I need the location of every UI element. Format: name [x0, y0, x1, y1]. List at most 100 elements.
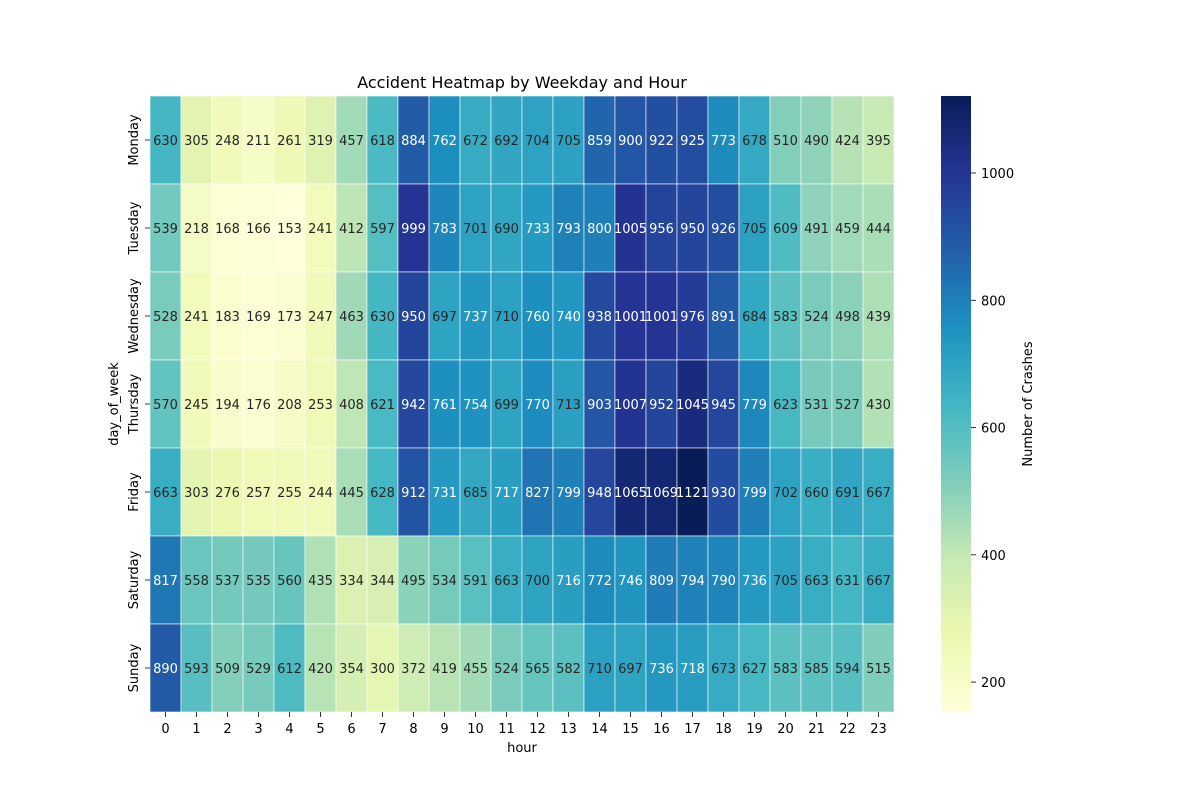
- cell-value-label: 673: [711, 662, 736, 677]
- heatmap-cell: [707, 271, 740, 361]
- cell-value-label: 420: [308, 662, 333, 677]
- cell-value-label: 799: [556, 486, 581, 501]
- cell-value-label: 344: [370, 574, 395, 589]
- heatmap-cell: [521, 271, 554, 361]
- cell-value-label: 667: [866, 486, 891, 501]
- colorbar: [941, 96, 971, 712]
- cell-value-label: 926: [711, 222, 736, 237]
- cell-value-label: 490: [804, 134, 829, 149]
- heatmap-cell: [862, 447, 895, 537]
- heatmap-cell: [800, 183, 833, 273]
- cell-value-label: 528: [153, 310, 178, 325]
- cell-value-label: 509: [215, 662, 240, 677]
- heatmap-cell: [304, 95, 337, 185]
- heatmap-cell: [738, 359, 771, 449]
- heatmap-cell: [583, 447, 616, 537]
- heatmap-cells: [149, 95, 895, 713]
- cell-value-label: 594: [835, 662, 860, 677]
- heatmap-cell: [149, 447, 182, 537]
- heatmap-cell: [273, 271, 306, 361]
- cell-value-label: 582: [556, 662, 581, 677]
- cell-value-label: 952: [649, 398, 674, 413]
- cell-value-label: 950: [680, 222, 705, 237]
- heatmap-cell: [800, 271, 833, 361]
- cell-value-label: 663: [153, 486, 178, 501]
- x-tick-label: 10: [467, 722, 484, 737]
- x-tick-label: 19: [746, 722, 763, 737]
- cell-value-label: 678: [742, 134, 767, 149]
- cell-value-label: 702: [773, 486, 798, 501]
- cell-value-label: 710: [587, 662, 612, 677]
- heatmap-cell: [335, 447, 368, 537]
- heatmap-cell: [800, 359, 833, 449]
- heatmap-cell: [180, 271, 213, 361]
- cell-value-label: 783: [432, 222, 457, 237]
- heatmap-cell: [862, 535, 895, 625]
- cell-value-label: 630: [370, 310, 395, 325]
- y-tick-label: Saturday: [127, 550, 142, 609]
- cell-value-label: 463: [339, 310, 364, 325]
- heatmap-cell: [180, 623, 213, 713]
- heatmap-cell: [428, 95, 461, 185]
- cell-value-label: 627: [742, 662, 767, 677]
- cell-value-label: 166: [246, 222, 271, 237]
- heatmap-cell: [614, 359, 647, 449]
- heatmap-cell: [335, 271, 368, 361]
- heatmap-cell: [149, 183, 182, 273]
- heatmap-cell: [490, 535, 523, 625]
- cell-value-label: 663: [804, 574, 829, 589]
- heatmap-cell: [800, 535, 833, 625]
- heatmap-cell: [366, 95, 399, 185]
- cell-value-label: 245: [184, 398, 209, 413]
- cell-value-label: 663: [494, 574, 519, 589]
- cell-value-label: 630: [153, 134, 178, 149]
- heatmap-cell: [738, 623, 771, 713]
- cell-value-label: 459: [835, 222, 860, 237]
- colorbar-tick-label: 600: [981, 422, 1006, 437]
- colorbar-tick-label: 200: [981, 676, 1006, 691]
- cell-value-label: 241: [184, 310, 209, 325]
- cell-value-label: 631: [835, 574, 860, 589]
- heatmap-cell: [862, 271, 895, 361]
- heatmap-cell: [645, 623, 678, 713]
- heatmap-cell: [831, 447, 864, 537]
- chart-title: Accident Heatmap by Weekday and Hour: [357, 73, 687, 92]
- cell-value-label: 691: [835, 486, 860, 501]
- heatmap-cell: [552, 535, 585, 625]
- heatmap-cell: [707, 535, 740, 625]
- cell-value-label: 570: [153, 398, 178, 413]
- cell-value-label: 300: [370, 662, 395, 677]
- cell-value-label: 718: [680, 662, 705, 677]
- heatmap-cell: [304, 359, 337, 449]
- cell-value-label: 527: [835, 398, 860, 413]
- colorbar-tick-label: 800: [981, 294, 1006, 309]
- heatmap-cell: [769, 271, 802, 361]
- x-axis: 0 1 2 3 4 5 6 7 8 9 10 11 12 13 14 15 16 17 18 19 20 21 22 23: [161, 712, 887, 737]
- heatmap-cell: [211, 535, 244, 625]
- cell-value-label: 912: [401, 486, 426, 501]
- x-tick-label: 18: [715, 722, 732, 737]
- cell-value-label: 945: [711, 398, 736, 413]
- x-tick-label: 6: [347, 722, 355, 737]
- cell-value-label: 173: [277, 310, 302, 325]
- cell-value-label: 672: [463, 134, 488, 149]
- x-tick-label: 20: [777, 722, 794, 737]
- cell-value-label: 705: [742, 222, 767, 237]
- heatmap-cell: [335, 183, 368, 273]
- cell-value-label: 685: [463, 486, 488, 501]
- cell-value-label: 772: [587, 574, 612, 589]
- cell-value-label: 1121: [676, 486, 709, 501]
- cell-value-label: 354: [339, 662, 364, 677]
- cell-value-label: 1001: [614, 310, 647, 325]
- heatmap-cell: [738, 271, 771, 361]
- cell-value-label: 890: [153, 662, 178, 677]
- cell-value-label: 705: [556, 134, 581, 149]
- heatmap-cell: [614, 95, 647, 185]
- cell-value-label: 176: [246, 398, 271, 413]
- cell-value-label: 255: [277, 486, 302, 501]
- cell-value-label: 583: [773, 662, 798, 677]
- cell-value-label: 539: [153, 222, 178, 237]
- y-tick-label: Thursday: [127, 373, 142, 435]
- heatmap-cell: [676, 623, 709, 713]
